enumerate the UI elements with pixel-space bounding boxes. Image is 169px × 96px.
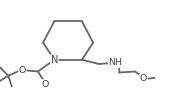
Text: O: O <box>140 74 147 83</box>
Text: NH: NH <box>108 58 123 67</box>
Text: N: N <box>51 55 58 65</box>
Text: O: O <box>19 66 26 75</box>
Text: O: O <box>41 80 49 89</box>
